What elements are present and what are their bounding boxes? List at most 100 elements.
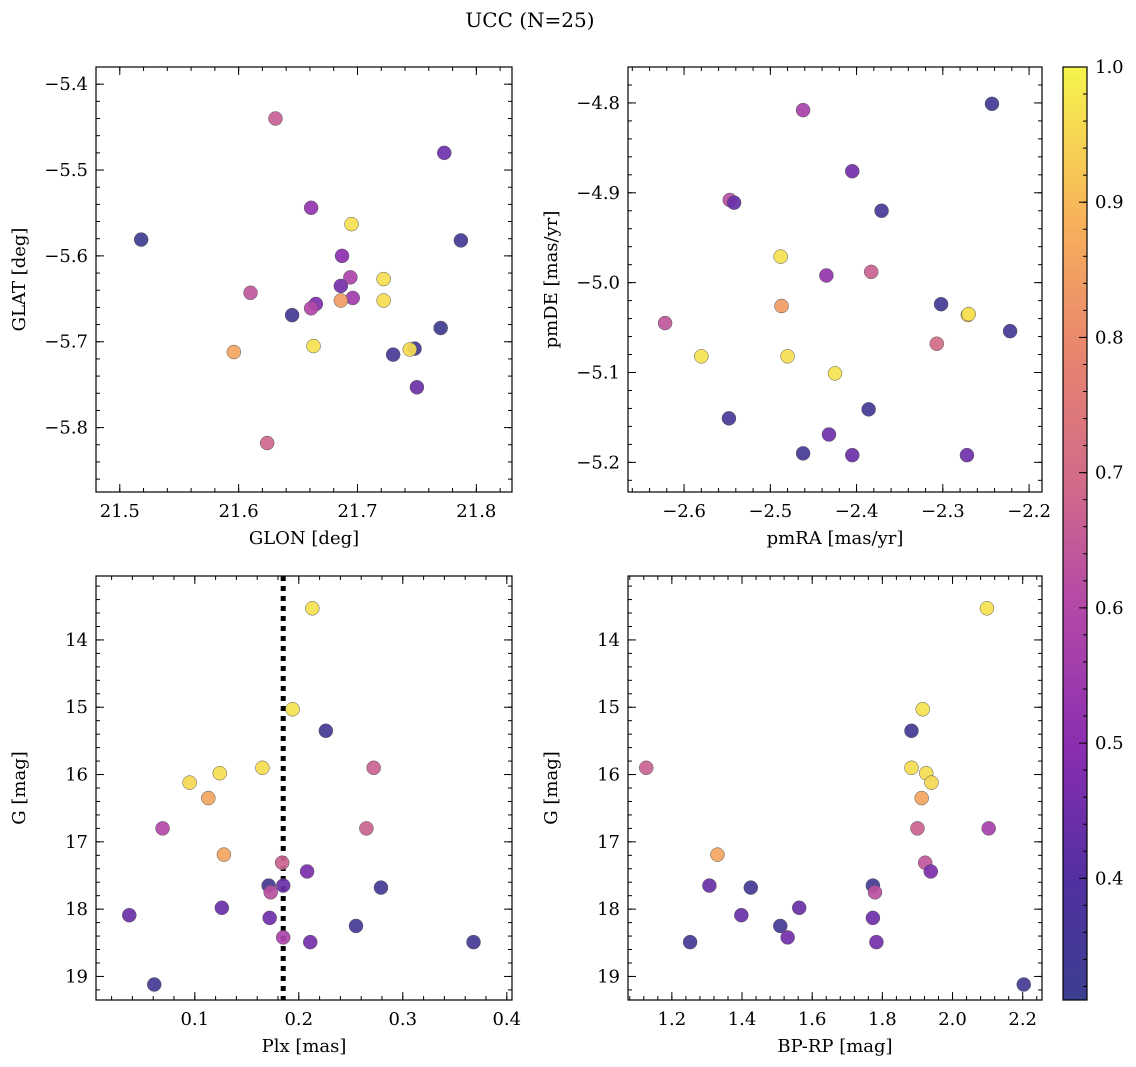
data-point	[923, 864, 939, 879]
panel-glon-glat: 21.5 21.6 21.7 21.8 −5.4 −5.5 −5.6 −5.7 −5.8 GLON…	[9, 66, 513, 549]
data-point	[302, 934, 318, 950]
data-point	[437, 145, 452, 161]
data-point	[345, 290, 360, 306]
data-point	[914, 790, 929, 806]
data-point	[122, 907, 137, 923]
axes-frame	[627, 575, 1043, 1001]
x-tick-label: 1.6	[798, 1009, 827, 1030]
colorbar-tick-label: 0.9	[1095, 192, 1124, 213]
data-point	[795, 102, 811, 118]
x-tick-label: 0.1	[180, 1009, 209, 1030]
data-point	[348, 918, 364, 934]
data-point	[453, 233, 469, 248]
data-point	[867, 885, 883, 900]
x-tick-label: −2.5	[748, 501, 792, 522]
y-tick-label: 16	[65, 765, 88, 786]
data-point	[791, 900, 807, 916]
data-point	[306, 338, 321, 354]
x-axis-label: GLON [deg]	[249, 528, 359, 549]
x-axis-label: pmRA [mas/yr]	[767, 528, 904, 549]
data-point	[702, 878, 717, 893]
x-axis-label: Plx [mas]	[262, 1036, 347, 1057]
y-tick-label: 18	[65, 899, 88, 920]
data-point	[385, 347, 401, 362]
data-point	[821, 427, 837, 442]
data-point	[979, 601, 995, 616]
data-point	[915, 702, 930, 717]
data-point	[861, 402, 876, 417]
axes-frame	[95, 66, 513, 493]
data-point	[924, 775, 939, 790]
data-point	[984, 96, 1000, 112]
x-tick-label: −2.4	[835, 501, 879, 522]
data-point	[910, 821, 925, 836]
data-point	[780, 349, 795, 364]
data-point	[344, 216, 359, 232]
data-point	[333, 293, 349, 308]
data-point	[275, 930, 291, 945]
y-tick-label: 14	[597, 630, 620, 651]
colorbar: 0.4 0.5 0.6 0.7 0.8 0.9 1.0	[1062, 57, 1124, 1001]
y-axis-label: G [mag]	[9, 751, 30, 824]
data-point	[682, 934, 698, 950]
data-point	[146, 977, 162, 992]
y-tick-label: −5.7	[44, 332, 88, 353]
colorbar-tick-label: 0.7	[1095, 463, 1124, 484]
data-point	[255, 760, 270, 776]
colorbar-tick-label: 0.4	[1095, 868, 1124, 889]
data-point	[359, 821, 374, 836]
data-point	[376, 271, 391, 287]
x-tick-label: 21.5	[100, 501, 140, 522]
y-tick-label: 14	[65, 630, 88, 651]
data-point	[376, 293, 391, 308]
y-tick-label: 16	[597, 765, 620, 786]
data-point	[904, 723, 919, 739]
data-point	[409, 380, 425, 395]
data-point	[274, 855, 290, 870]
y-tick-label: −4.9	[576, 183, 620, 204]
axes-frame	[627, 66, 1043, 493]
colorbar-tick-label: 1.0	[1095, 57, 1124, 78]
data-point	[226, 344, 242, 360]
panel-bprp-g: 1.2 1.4 1.6 1.8 2.0 2.2 14 15 16 17 18 19 BP-RP [mag…	[541, 575, 1043, 1057]
x-tick-label: 0.4	[492, 1009, 521, 1030]
data-point	[214, 900, 230, 916]
data-point	[262, 910, 277, 926]
colorbar-tick-label: 0.6	[1095, 598, 1124, 619]
data-point	[845, 163, 860, 179]
y-axis-label: GLAT [deg]	[9, 228, 30, 332]
data-point	[774, 298, 789, 314]
data-point	[305, 601, 320, 616]
data-point	[466, 934, 481, 950]
colorbar-frame	[1062, 66, 1088, 1001]
data-point	[795, 446, 811, 461]
y-tick-label: 17	[65, 832, 88, 853]
data-point	[275, 878, 291, 893]
panel-plx-g: 0.1 0.2 0.3 0.4 14 15 16 17 18 19 Plx [mas] G [mag]	[9, 575, 521, 1057]
x-tick-label: 1.8	[868, 1009, 897, 1030]
data-point	[845, 447, 860, 463]
axes-frame	[95, 575, 513, 1001]
x-tick-label: 21.7	[337, 501, 377, 522]
data-point	[201, 790, 216, 806]
data-point	[333, 278, 349, 294]
data-point	[819, 268, 834, 283]
y-tick-label: −5.6	[44, 246, 88, 267]
data-point	[981, 821, 996, 836]
x-tick-label: 2.2	[1008, 1009, 1037, 1030]
x-tick-label: −2.3	[921, 501, 965, 522]
data-point	[657, 315, 673, 331]
x-tick-label: −2.2	[1007, 501, 1051, 522]
data-point	[243, 285, 258, 301]
data-point	[343, 270, 358, 285]
y-tick-label: 19	[65, 966, 88, 987]
data-point	[182, 775, 197, 790]
data-point	[1016, 977, 1032, 992]
data-point	[773, 249, 788, 264]
data-point	[827, 366, 843, 381]
x-tick-label: 21.8	[456, 501, 496, 522]
data-point	[874, 203, 889, 219]
data-point	[726, 195, 742, 210]
panel-pmra-pmde: −2.6 −2.5 −2.4 −2.3 −2.2 −4.8 −4.9 −5.0 −5.1 −5.2…	[541, 66, 1051, 549]
